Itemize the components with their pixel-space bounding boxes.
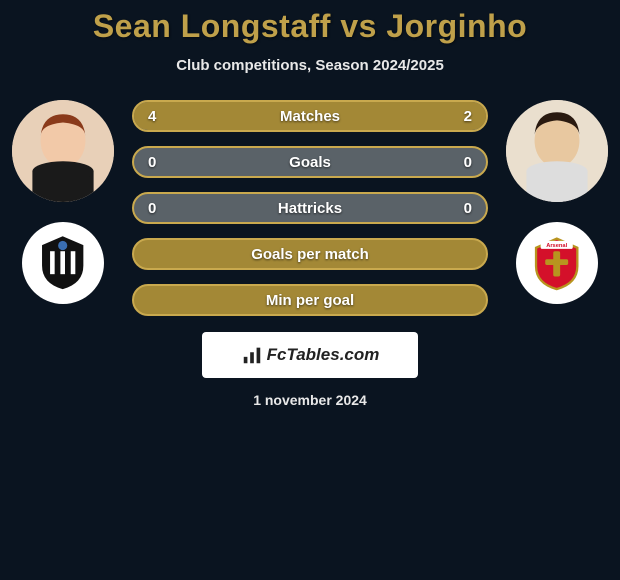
club-left-crest [22,222,104,304]
stat-bar: Goals per match [132,238,488,270]
left-column [8,96,118,304]
stat-label: Goals per match [134,246,486,263]
stat-bar: Matches4 2 [132,100,488,132]
person-icon [506,100,608,202]
stat-value-right: 2 [464,108,472,125]
person-icon [12,100,114,202]
stat-value-left: 4 [148,108,156,125]
svg-text:Arsenal: Arsenal [547,243,568,249]
stat-label: Matches [134,108,486,125]
subtitle: Club competitions, Season 2024/2025 [0,57,620,74]
stat-bar: Goals0 0 [132,146,488,178]
stat-label: Goals [134,154,486,171]
stat-label: Min per goal [134,292,486,309]
player-right-avatar [506,100,608,202]
stat-value-right: 0 [464,154,472,171]
right-column: Arsenal [502,96,612,304]
stat-bar: Hattricks0 0 [132,192,488,224]
newcastle-crest-icon [34,234,91,291]
brand-text: FcTables.com [267,345,380,365]
stat-value-left: 0 [148,200,156,217]
club-right-crest: Arsenal [516,222,598,304]
stat-bar: Min per goal [132,284,488,316]
stat-value-left: 0 [148,154,156,171]
stats-bars: Matches42Goals00Hattricks00Goals per mat… [118,96,502,316]
date-text: 1 november 2024 [0,392,620,408]
brand-footer: FcTables.com [202,332,418,378]
stat-label: Hattricks [134,200,486,217]
page-title: Sean Longstaff vs Jorginho [0,8,620,45]
comparison-card: Sean Longstaff vs Jorginho Club competit… [0,0,620,408]
content-row: Matches42Goals00Hattricks00Goals per mat… [0,96,620,316]
player-left-avatar [12,100,114,202]
stat-value-right: 0 [464,200,472,217]
arsenal-crest-icon: Arsenal [528,234,585,291]
bar-chart-icon [241,344,263,366]
